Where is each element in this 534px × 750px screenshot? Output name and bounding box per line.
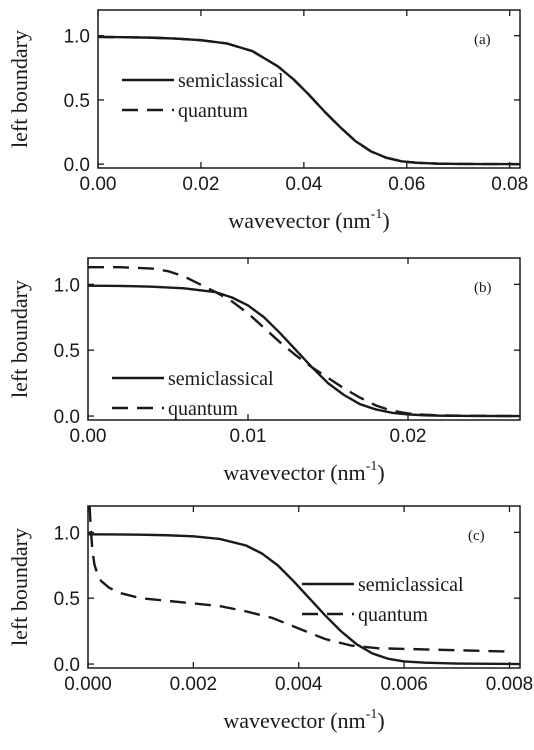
legend-label-semiclassical: semiclassical <box>358 574 464 596</box>
y-tick-label: 1.0 <box>54 275 80 296</box>
panel-tag: (c) <box>468 528 485 544</box>
x-tick-label: 0.000 <box>64 674 112 695</box>
x-axis-title: wavevector (nm-1) <box>223 707 384 733</box>
x-tick-label: 0.006 <box>380 674 428 695</box>
legend-label-semiclassical: semiclassical <box>168 368 274 390</box>
plot-frame <box>87 505 521 669</box>
y-tick-label: 0.0 <box>54 655 80 676</box>
y-tick-label: 0.0 <box>64 155 90 176</box>
y-axis-title: left boundary <box>7 528 32 646</box>
series-line-semiclassical <box>98 35 520 166</box>
y-tick-label: 1.0 <box>54 523 80 544</box>
series-line-semiclassical <box>88 533 520 666</box>
y-tick-label: 0.5 <box>64 91 90 112</box>
x-tick-label: 0.06 <box>388 174 425 195</box>
panel-tag: (b) <box>474 280 492 296</box>
x-tick-label: 0.002 <box>170 674 218 695</box>
y-axis-title: left boundary <box>7 280 32 398</box>
x-tick-label: 0.04 <box>285 174 322 195</box>
x-tick-label: 0.00 <box>70 426 107 447</box>
series-line-quantum <box>98 35 520 166</box>
legend-label-quantum: quantum <box>358 604 428 626</box>
x-tick-label: 0.08 <box>491 174 528 195</box>
y-tick-label: 0.5 <box>54 341 80 362</box>
y-tick-label: 0.5 <box>54 589 80 610</box>
x-axis-title: wavevector (nm-1) <box>228 207 389 233</box>
plot-frame <box>97 9 521 169</box>
series-line-quantum <box>88 266 520 418</box>
panel-a: 0.00 0.02 0.04 0.06 0.08 0.0 0.5 1.0 left bounda… <box>7 9 528 233</box>
series-line-quantum <box>88 506 510 653</box>
x-tick-label: 0.02 <box>390 426 427 447</box>
y-axis-title: left boundary <box>7 30 32 148</box>
x-axis-title: wavevector (nm-1) <box>223 459 384 485</box>
x-tick-label: 0.008 <box>486 674 534 695</box>
x-tick-label: 0.02 <box>182 174 219 195</box>
series-line-semiclassical <box>88 284 520 418</box>
x-tick-label: 0.004 <box>275 674 323 695</box>
y-tick-label: 0.0 <box>54 407 80 428</box>
y-tick-label: 1.0 <box>64 27 90 48</box>
panel-c: 0.000 0.002 0.004 0.006 0.008 0.0 0.5 1.0 left b… <box>7 505 534 733</box>
legend-label-quantum: quantum <box>178 100 248 122</box>
panel-b: 0.00 0.01 0.02 0.0 0.5 1.0 left boundary waveve… <box>7 257 521 485</box>
plot-frame <box>87 257 521 421</box>
panel-tag: (a) <box>474 32 491 48</box>
x-tick-label: 0.01 <box>230 426 267 447</box>
x-tick-label: 0.00 <box>80 174 117 195</box>
legend-label-semiclassical: semiclassical <box>178 70 284 92</box>
legend-label-quantum: quantum <box>168 398 238 420</box>
